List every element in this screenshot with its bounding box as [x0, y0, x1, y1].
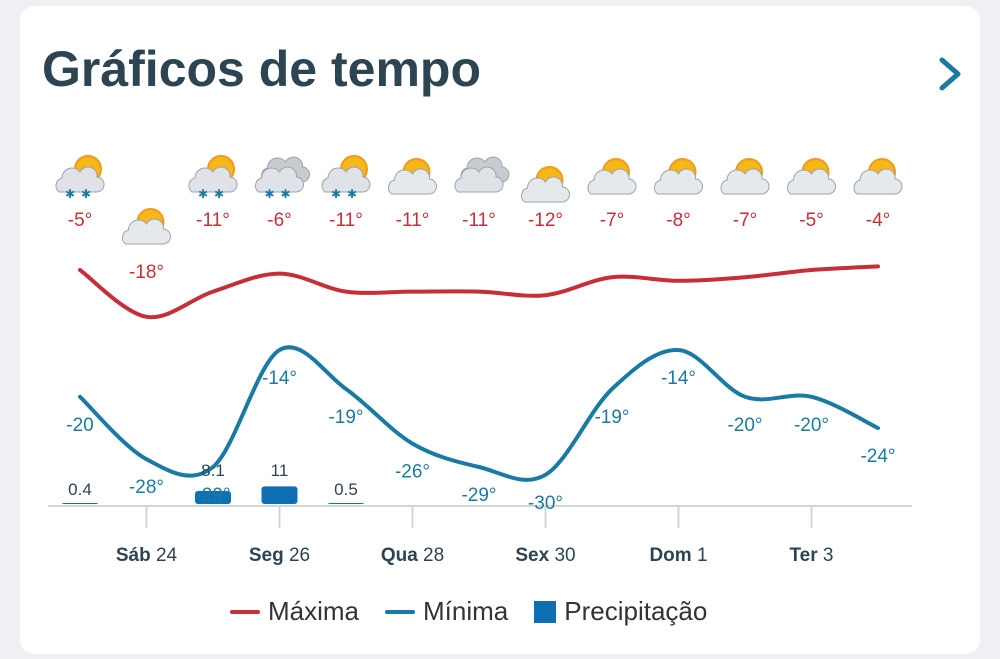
max-value-label: -7° — [600, 210, 625, 231]
snow-cloud-sun-icon: ✱ ✱ — [188, 155, 238, 201]
sun-cloud-icon — [787, 158, 836, 195]
legend-min: Mínima — [385, 596, 508, 627]
x-tick-label: Sáb 24 — [116, 545, 178, 566]
legend: Máxima Mínima Precipitação — [230, 596, 733, 627]
card-title: Gráficos de tempo — [42, 41, 481, 97]
max-value-label: -11° — [462, 210, 496, 231]
max-series-line — [78, 264, 880, 320]
snowflake: ✱ — [65, 187, 75, 201]
cloud-shape — [188, 166, 238, 193]
cloud-shape — [654, 168, 703, 195]
legend-max-swatch — [230, 609, 260, 614]
max-value-label: -5° — [799, 210, 824, 231]
min-value-label: -24° — [860, 446, 895, 467]
precip-bar — [195, 491, 231, 504]
max-value-label: -5° — [68, 210, 93, 231]
precip-value-label: 11 — [271, 461, 289, 480]
max-value-label: -18° — [129, 262, 164, 283]
snowflake: ✱ — [347, 187, 357, 201]
x-tick-label: Ter 3 — [789, 545, 833, 566]
snow-cloud-sun-icon: ✱ ✱ — [55, 155, 105, 201]
precip-bar — [328, 503, 364, 504]
sun-cloud-icon — [720, 158, 770, 195]
cloud-shape — [587, 168, 637, 195]
sun-cloud-icon — [122, 208, 171, 245]
min-value-label: -26° — [395, 462, 430, 483]
sun-cloud-icon — [654, 158, 703, 195]
precip-value-label: 0.5 — [334, 480, 358, 499]
legend-precip-swatch — [534, 600, 557, 623]
min-value-label: -14° — [661, 368, 696, 389]
sun-cloud-icon — [853, 158, 903, 195]
max-value-label: -8° — [666, 210, 691, 231]
precip-bar — [261, 486, 298, 504]
sun-cloud-icon — [521, 166, 570, 203]
cloud-shape — [787, 168, 836, 195]
min-value-label: -20 — [66, 415, 93, 436]
max-value-label: -11° — [329, 210, 363, 231]
legend-precip: Precipitação — [534, 596, 707, 627]
x-tick-label: Sex 30 — [515, 545, 575, 566]
snowflake: ✱ — [214, 187, 224, 201]
min-value-label: -14° — [262, 368, 297, 389]
sun-cloud-icon — [388, 158, 437, 195]
min-value-label: -29° — [461, 485, 496, 506]
snowflake: ✱ — [81, 187, 91, 201]
legend-precip-label: Precipitação — [564, 596, 708, 626]
min-value-label: -28° — [129, 477, 164, 498]
max-value-label: -12° — [528, 210, 563, 231]
cloud-shape — [521, 176, 570, 203]
cloud-icon — [454, 156, 510, 193]
snow-cloud-icon: ✱ ✱ — [255, 156, 310, 201]
precip-value-label: 8.1 — [201, 461, 225, 480]
max-value-label: -7° — [733, 210, 758, 231]
legend-min-swatch — [385, 609, 416, 614]
legend-max-label: Máxima — [268, 596, 360, 626]
min-value-label: -29° — [195, 485, 230, 506]
precip-bar — [62, 503, 98, 504]
cloud-shape — [853, 168, 903, 195]
cloud-shape — [388, 168, 437, 195]
min-value-label: -19° — [328, 407, 363, 428]
min-series-line — [78, 345, 880, 482]
min-value-label: -20° — [794, 415, 829, 436]
legend-max: Máxima — [230, 596, 359, 627]
cloud-shape — [122, 218, 171, 245]
max-value-label: -4° — [866, 210, 891, 231]
precip-value-label: 0.4 — [68, 480, 92, 499]
cloud-shape — [255, 166, 304, 193]
snowflake: ✱ — [264, 187, 274, 201]
x-tick-label: Qua 28 — [381, 545, 444, 566]
max-value-label: -11° — [396, 210, 430, 231]
snowflake: ✱ — [331, 187, 341, 201]
sun-cloud-icon — [587, 158, 637, 195]
min-value-label: -20° — [727, 415, 762, 436]
cloud-shape — [55, 166, 105, 193]
snowflake: ✱ — [280, 187, 290, 201]
cloud-shape — [321, 166, 371, 193]
weather-chart-card: Gráficos de tempo — [20, 6, 980, 654]
chevron-right-icon[interactable] — [932, 54, 968, 94]
max-value-label: -6° — [267, 210, 292, 231]
snowflake: ✱ — [198, 187, 208, 201]
x-tick-label: Seg 26 — [249, 545, 310, 566]
cloud-shape — [720, 168, 770, 195]
cloud-shape — [454, 166, 504, 193]
min-value-label: -19° — [594, 407, 629, 428]
legend-min-label: Mínima — [423, 596, 509, 626]
max-value-label: -11° — [196, 210, 230, 231]
snow-cloud-sun-icon: ✱ ✱ — [321, 155, 371, 201]
min-value-label: -30° — [528, 493, 563, 514]
x-tick-label: Dom 1 — [649, 545, 707, 566]
